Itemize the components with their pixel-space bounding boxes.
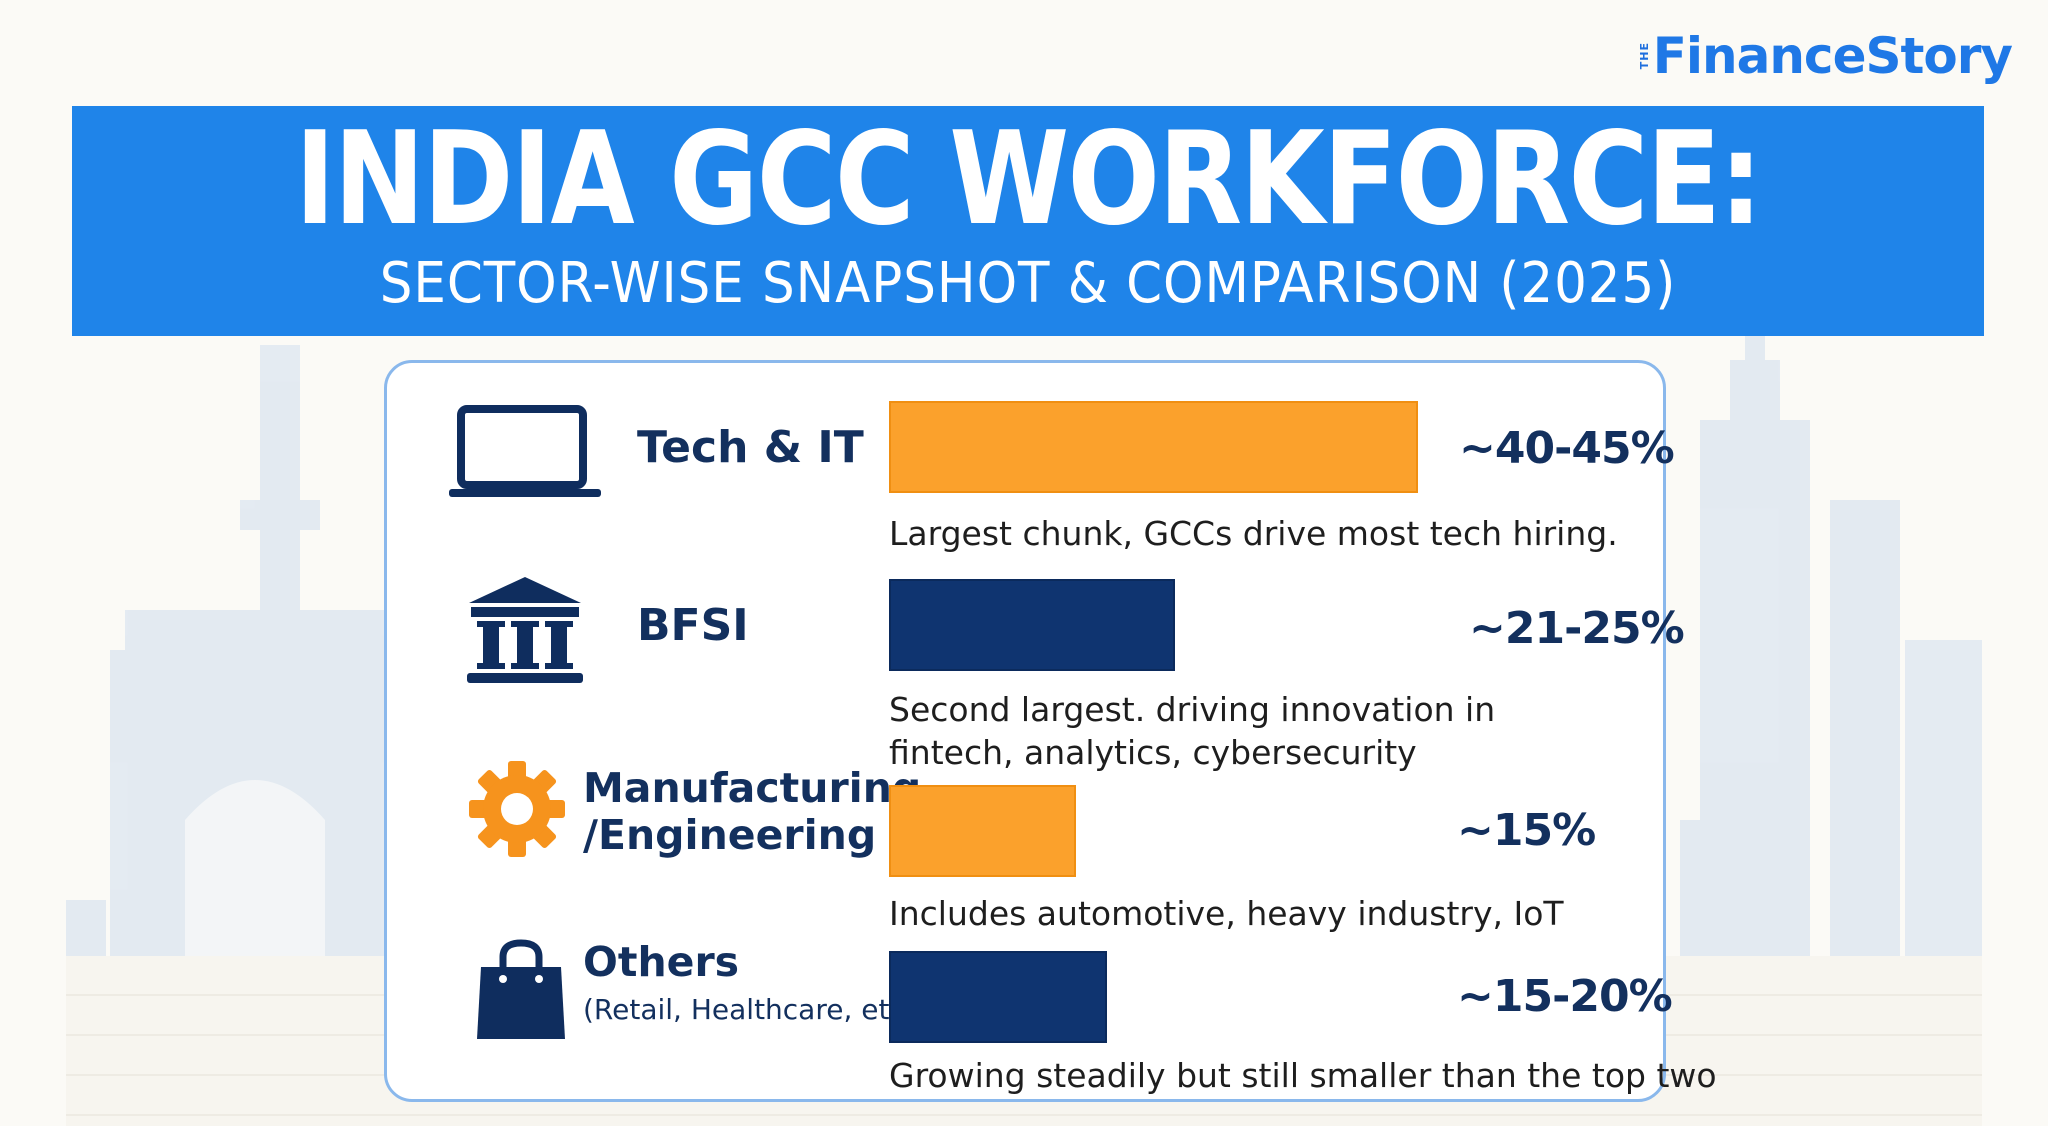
sector-label-manufacturing-line2: /Engineering bbox=[583, 811, 877, 860]
description-bfsi-line1: Second largest. driving innovation in bbox=[889, 690, 1496, 729]
shopping-bag-icon bbox=[477, 939, 565, 1039]
description-manufacturing: Includes automotive, heavy industry, IoT bbox=[889, 894, 1564, 933]
bar-manufacturing bbox=[889, 785, 1076, 877]
value-label-manufacturing: ~15% bbox=[1457, 805, 1596, 856]
bar-tech bbox=[889, 401, 1418, 493]
description-tech: Largest chunk, GCCs drive most tech hiri… bbox=[889, 514, 1618, 553]
sector-label-tech: Tech & IT bbox=[637, 422, 864, 473]
sector-card: Tech & IT ~40-45% Largest chunk, GCCs dr… bbox=[384, 360, 1717, 1102]
logo-wordmark: FinanceStory bbox=[1652, 27, 2013, 85]
bank-icon bbox=[467, 577, 583, 683]
bar-bfsi bbox=[889, 579, 1175, 671]
sector-sublabel-others: (Retail, Healthcare, etc:) bbox=[583, 993, 926, 1026]
gear-icon bbox=[469, 761, 565, 857]
laptop-icon bbox=[449, 405, 601, 497]
chart-title: INDIA GCC WORKFORCE: bbox=[294, 105, 1763, 254]
sector-label-others: Others bbox=[583, 938, 740, 986]
value-label-tech: ~40-45% bbox=[1459, 423, 1675, 474]
sector-label-manufacturing: Manufacturing /Engineering bbox=[583, 764, 922, 860]
description-bfsi-line2: fintech, analytics, cybersecurity bbox=[889, 732, 1417, 772]
description-others: Growing steadily but still smaller than … bbox=[889, 1056, 1717, 1095]
sector-label-bfsi: BFSI bbox=[637, 600, 749, 651]
value-label-others: ~15-20% bbox=[1457, 971, 1673, 1022]
value-label-bfsi: ~21-25% bbox=[1469, 603, 1685, 654]
brand-logo: THE FinanceStory bbox=[1637, 24, 2013, 88]
description-bfsi: Second largest. driving innovation in fi… bbox=[889, 689, 1495, 775]
sector-label-manufacturing-line1: Manufacturing bbox=[583, 764, 922, 812]
logo-prefix: THE bbox=[1637, 42, 1651, 70]
bar-others bbox=[889, 951, 1107, 1043]
chart-subtitle: SECTOR-WISE SNAPSHOT & COMPARISON (2025) bbox=[379, 251, 1677, 316]
title-banner: INDIA GCC WORKFORCE: SECTOR-WISE SNAPSHO… bbox=[72, 106, 1984, 336]
